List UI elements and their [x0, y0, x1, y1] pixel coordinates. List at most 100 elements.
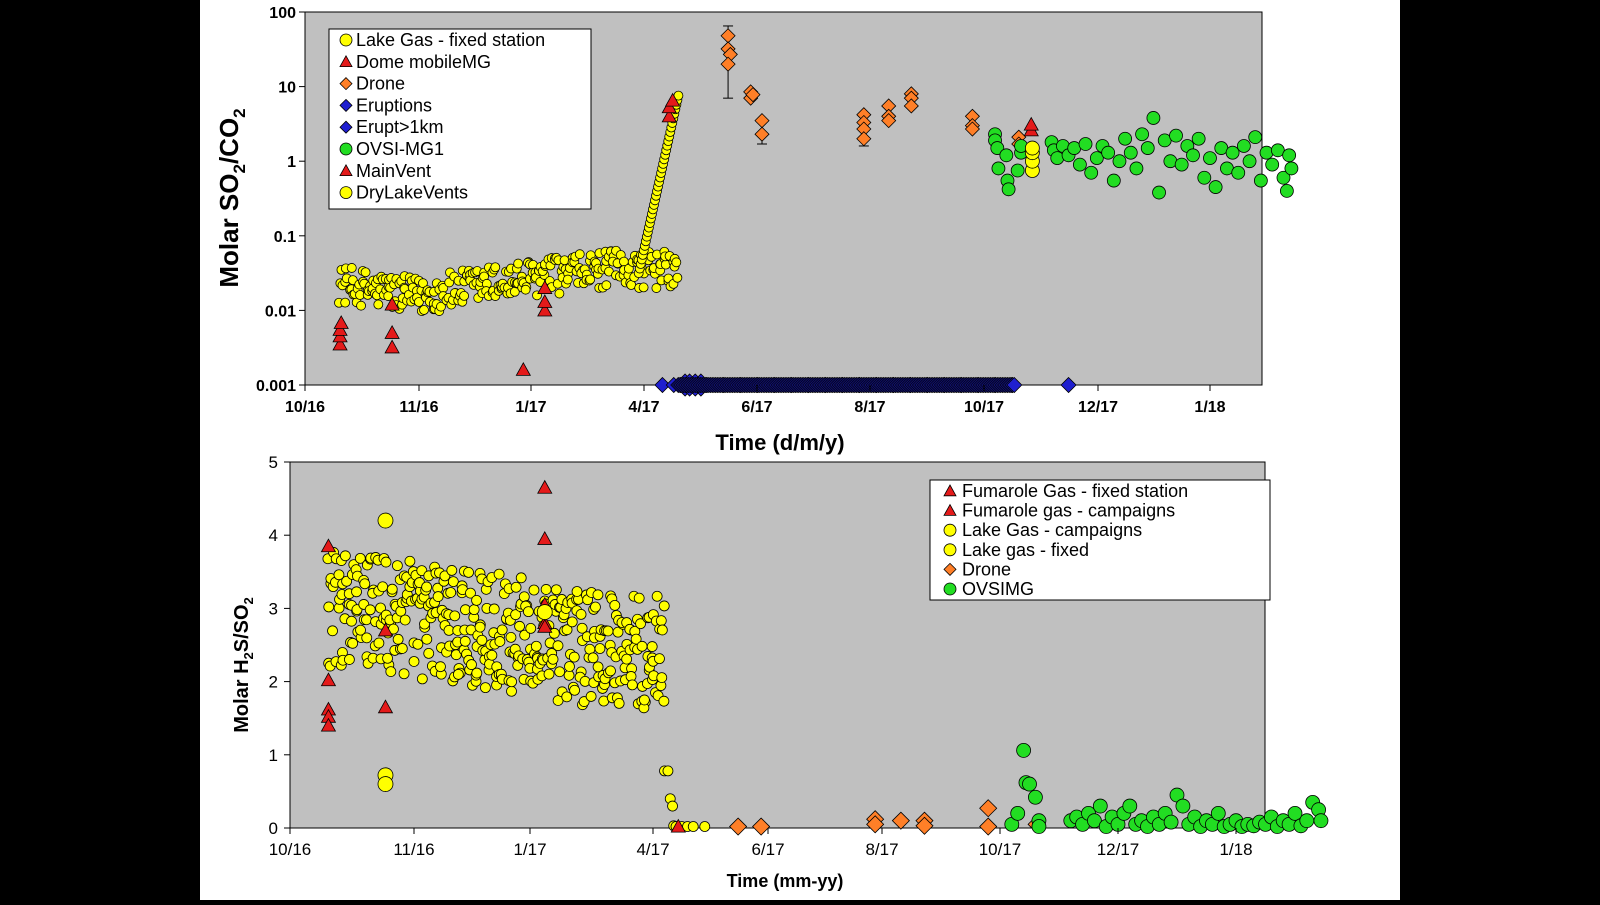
top-x-tick-label: 6/17 — [741, 399, 772, 416]
bottom-point-fumarole-gas-campaigns — [320, 717, 337, 732]
top-point-drone — [856, 131, 872, 147]
top-point-ovsi-mg1 — [1084, 165, 1099, 180]
lake-gas-fixed-point — [613, 698, 625, 709]
bottom-axes: 0 1 2 3 4 5 10/16 11/16 1/17 4/17 6/17 8/17 10/17 12/… — [269, 453, 1253, 859]
top-point-ovsi-mg1 — [1208, 180, 1223, 194]
lake-gas-fixed-point — [612, 626, 624, 638]
lake-gas-fixed-point — [656, 624, 668, 636]
lake-gas-fixed-point — [391, 560, 403, 572]
bottom-point-drone — [729, 817, 748, 836]
top-point-drylakevents — [1024, 140, 1040, 156]
top-x-tick-label: 12/17 — [1078, 399, 1118, 416]
top-point-ovsi-mg1 — [1242, 154, 1257, 169]
lake-gas-fixed-point — [327, 625, 338, 637]
lake-gas-fixed-point — [333, 569, 345, 581]
lake-gas-fixed-point — [416, 673, 428, 685]
bottom-point-ovsimg — [1210, 805, 1226, 821]
top-x-axis-title: Time (d/m/y) — [715, 430, 844, 455]
top-point-dome-mobilemg — [332, 321, 348, 336]
bottom-point-ovsimg — [1016, 743, 1031, 758]
lake-gas-fixed-point — [574, 249, 585, 260]
legend-marker — [339, 186, 353, 200]
lake-gas-fixed-point — [361, 614, 372, 626]
lake-gas-fixed-point — [554, 666, 566, 678]
lake-gas-fixed-point — [530, 640, 542, 652]
top-point-ovsi-mg1 — [1231, 165, 1246, 180]
lake-gas-fixed-point — [486, 649, 498, 661]
lake-gas-fixed-point — [638, 282, 649, 293]
lake-gas-fixed-point — [605, 665, 616, 677]
top-point-ovsi-mg1 — [1123, 145, 1138, 160]
top-point-dome-mobilemg — [333, 315, 349, 329]
top-point-ovsi-mg1 — [1270, 143, 1285, 158]
lake-gas-fixed-point — [494, 636, 506, 647]
top-point-dome-mobilemg — [332, 336, 348, 351]
bottom-x-tick-label: 11/16 — [393, 840, 434, 859]
lake-gas-fixed-point — [445, 587, 457, 598]
lake-gas-fixed-point — [587, 652, 599, 664]
lake-gas-fixed-point — [355, 624, 366, 636]
bottom-point-ovsimg — [1092, 798, 1108, 814]
lake-gas-fixed-point — [468, 604, 480, 616]
lake-gas-fixed-point — [373, 299, 384, 310]
bottom-point-drone — [752, 817, 771, 836]
legend-label: Lake Gas - fixed station — [356, 30, 545, 50]
top-point-drone — [964, 121, 980, 137]
top-point-ovsi-mg1 — [1259, 145, 1274, 160]
legend-label: Fumarole Gas - fixed station — [962, 481, 1188, 501]
legend-marker — [943, 562, 957, 576]
top-point-ovsi-mg1 — [1265, 157, 1280, 172]
lake-gas-fixed-point — [671, 257, 682, 268]
legend-marker — [943, 523, 957, 537]
lake-gas-fixed-point — [418, 278, 428, 289]
top-data-marks — [332, 25, 1299, 397]
bottom-point-fumarole-gas-campaigns — [377, 699, 394, 714]
lake-gas-fixed-point — [548, 627, 560, 639]
lake-gas-fixed-point — [414, 297, 424, 307]
lake-gas-fixed-point — [515, 572, 527, 584]
lake-gas-fixed-point — [421, 581, 433, 593]
bottom-x-tick-label: 1/17 — [513, 840, 546, 859]
lake-gas-fixed-point — [655, 615, 667, 627]
lake-gas-fixed-point — [471, 594, 482, 606]
bottom-point-drone — [866, 815, 885, 834]
bottom-y-tick-label: 5 — [269, 453, 278, 472]
legend-label: OVSI-MG1 — [356, 139, 444, 159]
top-x-tick-label: 1/18 — [1194, 399, 1225, 416]
bottom-point-lake-gas-campaigns — [377, 776, 394, 792]
bottom-point-drone — [979, 799, 998, 818]
lake-gas-fixed-point — [459, 291, 470, 301]
top-point-eruptions — [1060, 376, 1077, 394]
top-point-mainvent — [1023, 116, 1039, 131]
top-point-ovsi-mg1 — [1072, 157, 1087, 172]
lake-gas-fixed-point — [423, 648, 435, 659]
lake-gas-fixed-point — [408, 656, 420, 667]
lake-gas-fixed-point — [404, 555, 416, 567]
lake-gas-fixed-point — [594, 643, 606, 654]
lake-gas-fixed-point — [571, 586, 583, 597]
legend-marker — [943, 582, 957, 596]
lake-gas-fixed-point — [547, 653, 559, 665]
top-point-ovsi-mg1 — [1186, 148, 1200, 163]
lake-gas-fixed-point — [602, 625, 614, 637]
chart-bottom: 0 1 2 3 4 5 10/16 11/16 1/17 4/17 6/17 8/17 10/17 12/… — [231, 453, 1329, 891]
bottom-point-fumarole-gas-campaigns — [537, 479, 553, 494]
lake-gas-fixed-point — [432, 591, 444, 602]
lake-gas-fixed-point — [513, 258, 524, 269]
bottom-point-fumarole-gas-campaigns — [537, 618, 553, 633]
lake-gas-fixed-point — [359, 578, 371, 590]
top-point-dome-mobilemg — [515, 361, 532, 376]
bottom-point-ovsimg — [1313, 813, 1329, 829]
bottom-x-tick-label: 12/17 — [1097, 840, 1140, 859]
lake-gas-fixed-point — [550, 584, 562, 596]
lake-gas-fixed-point — [554, 288, 565, 299]
legend-label: Drone — [962, 559, 1011, 579]
bottom-x-axis-title: Time (mm-yy) — [727, 871, 844, 891]
lake-gas-fixed-point — [601, 280, 612, 291]
top-y-tick-label: 100 — [269, 5, 296, 22]
legend-label: MainVent — [356, 161, 431, 181]
top-point-ovsi-mg1 — [1237, 139, 1251, 153]
lake-gas-fixed-point — [496, 624, 508, 636]
